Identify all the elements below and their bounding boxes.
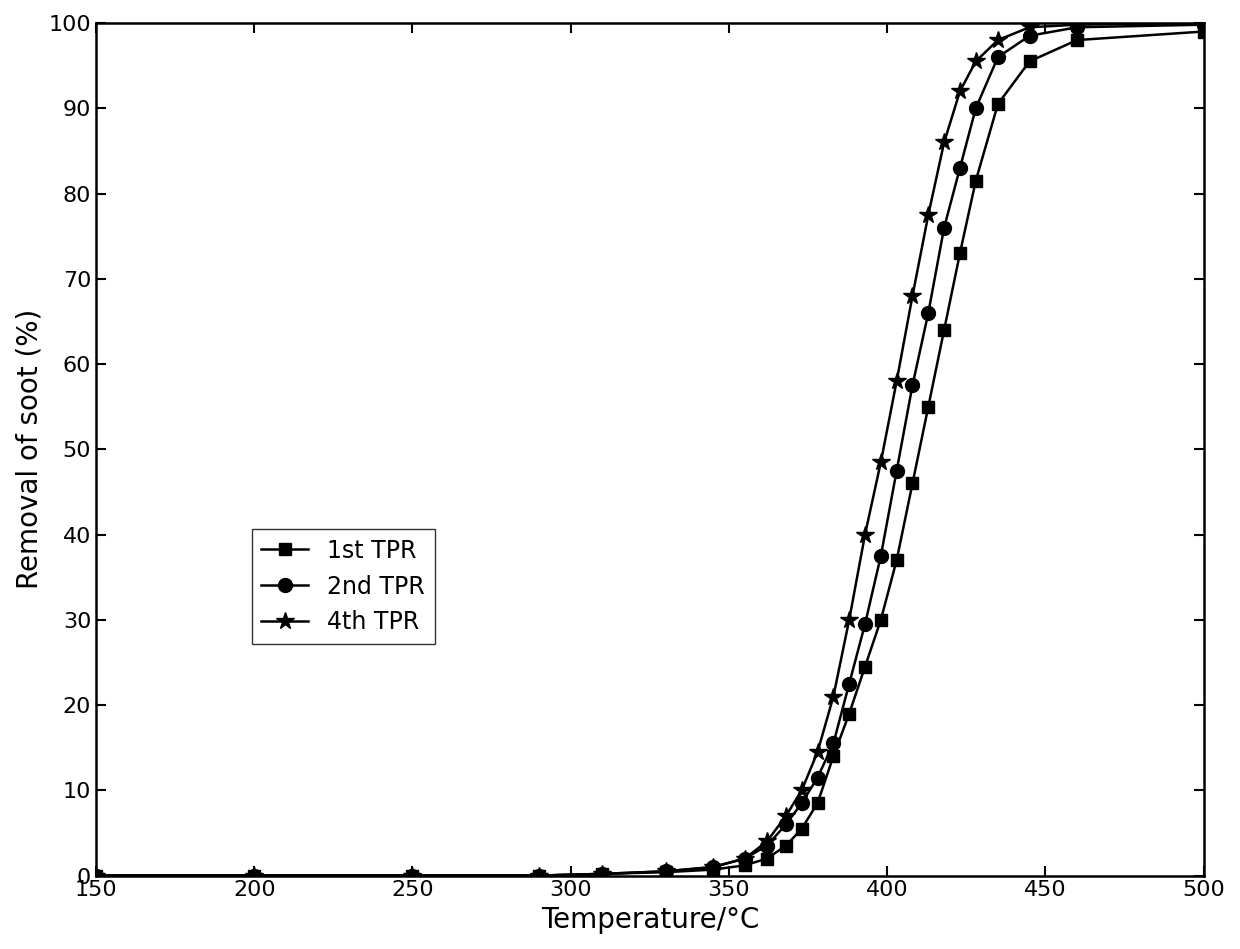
2nd TPR bbox=[532, 870, 547, 882]
2nd TPR bbox=[1197, 19, 1211, 30]
1st TPR bbox=[858, 661, 873, 673]
Legend: 1st TPR, 2nd TPR, 4th TPR: 1st TPR, 2nd TPR, 4th TPR bbox=[252, 530, 434, 643]
4th TPR bbox=[1070, 19, 1085, 30]
1st TPR bbox=[759, 853, 774, 865]
2nd TPR bbox=[921, 307, 936, 319]
1st TPR bbox=[706, 864, 720, 875]
1st TPR bbox=[936, 325, 951, 336]
2nd TPR bbox=[826, 737, 841, 749]
1st TPR bbox=[1070, 34, 1085, 46]
2nd TPR bbox=[1022, 30, 1037, 42]
4th TPR bbox=[595, 868, 610, 880]
1st TPR bbox=[921, 401, 936, 413]
2nd TPR bbox=[759, 840, 774, 851]
4th TPR bbox=[658, 865, 673, 877]
2nd TPR bbox=[738, 853, 753, 865]
2nd TPR bbox=[88, 870, 103, 882]
2nd TPR bbox=[968, 102, 983, 114]
4th TPR bbox=[738, 853, 753, 865]
4th TPR bbox=[779, 810, 794, 822]
Line: 4th TPR: 4th TPR bbox=[87, 14, 1213, 884]
X-axis label: Temperature/°C: Temperature/°C bbox=[541, 906, 759, 934]
1st TPR bbox=[991, 99, 1006, 110]
2nd TPR bbox=[658, 865, 673, 877]
1st TPR bbox=[1197, 26, 1211, 37]
1st TPR bbox=[826, 751, 841, 762]
4th TPR bbox=[1197, 17, 1211, 28]
4th TPR bbox=[810, 746, 825, 757]
2nd TPR bbox=[936, 222, 951, 233]
1st TPR bbox=[738, 860, 753, 871]
1st TPR bbox=[1022, 56, 1037, 67]
4th TPR bbox=[795, 785, 810, 796]
1st TPR bbox=[810, 797, 825, 809]
4th TPR bbox=[706, 862, 720, 873]
4th TPR bbox=[905, 290, 920, 302]
1st TPR bbox=[532, 870, 547, 882]
4th TPR bbox=[842, 614, 857, 625]
2nd TPR bbox=[810, 772, 825, 783]
4th TPR bbox=[921, 209, 936, 220]
2nd TPR bbox=[779, 819, 794, 830]
Y-axis label: Removal of soot (%): Removal of soot (%) bbox=[15, 309, 43, 589]
1st TPR bbox=[889, 554, 904, 566]
2nd TPR bbox=[795, 797, 810, 809]
1st TPR bbox=[968, 175, 983, 186]
1st TPR bbox=[795, 823, 810, 834]
1st TPR bbox=[88, 870, 103, 882]
1st TPR bbox=[658, 866, 673, 878]
1st TPR bbox=[247, 870, 262, 882]
4th TPR bbox=[873, 456, 888, 468]
1st TPR bbox=[905, 477, 920, 489]
4th TPR bbox=[405, 870, 420, 882]
4th TPR bbox=[826, 691, 841, 702]
4th TPR bbox=[1022, 22, 1037, 33]
2nd TPR bbox=[1070, 22, 1085, 33]
1st TPR bbox=[952, 248, 967, 259]
1st TPR bbox=[873, 614, 888, 625]
2nd TPR bbox=[991, 51, 1006, 63]
4th TPR bbox=[247, 870, 262, 882]
2nd TPR bbox=[952, 162, 967, 174]
2nd TPR bbox=[595, 868, 610, 880]
2nd TPR bbox=[858, 619, 873, 630]
2nd TPR bbox=[842, 678, 857, 689]
4th TPR bbox=[952, 85, 967, 97]
4th TPR bbox=[991, 34, 1006, 46]
4th TPR bbox=[858, 529, 873, 540]
1st TPR bbox=[595, 868, 610, 880]
1st TPR bbox=[405, 870, 420, 882]
4th TPR bbox=[936, 137, 951, 148]
2nd TPR bbox=[905, 380, 920, 391]
1st TPR bbox=[779, 840, 794, 851]
4th TPR bbox=[88, 870, 103, 882]
4th TPR bbox=[532, 870, 547, 882]
2nd TPR bbox=[706, 862, 720, 873]
4th TPR bbox=[759, 836, 774, 847]
2nd TPR bbox=[889, 465, 904, 476]
Line: 1st TPR: 1st TPR bbox=[89, 26, 1210, 882]
4th TPR bbox=[968, 56, 983, 67]
2nd TPR bbox=[247, 870, 262, 882]
4th TPR bbox=[889, 376, 904, 387]
1st TPR bbox=[842, 708, 857, 719]
2nd TPR bbox=[873, 550, 888, 562]
Line: 2nd TPR: 2nd TPR bbox=[89, 18, 1210, 883]
2nd TPR bbox=[405, 870, 420, 882]
